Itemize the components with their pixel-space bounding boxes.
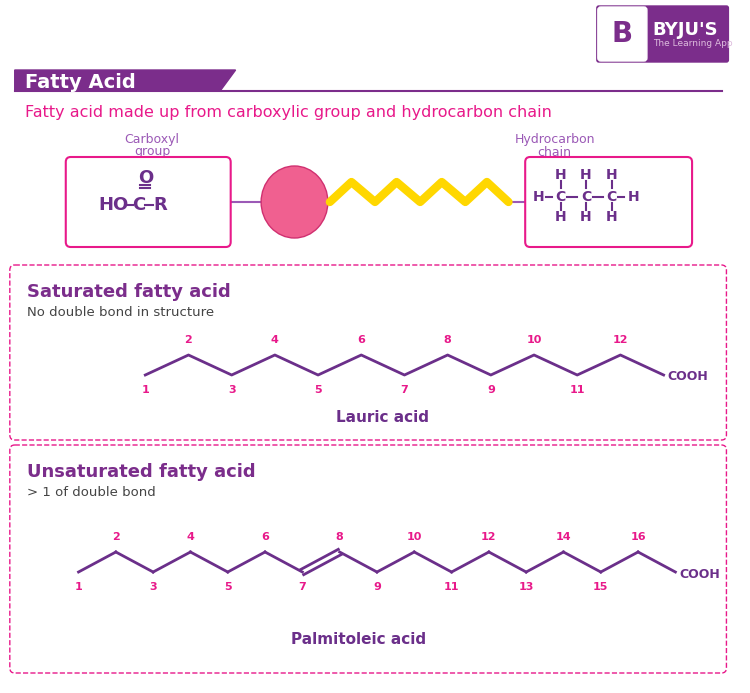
Text: H: H [580,168,592,182]
Text: 13: 13 [518,582,534,592]
Text: 10: 10 [526,335,542,345]
FancyBboxPatch shape [10,445,727,673]
Text: C: C [581,190,591,204]
Text: 10: 10 [406,532,422,542]
Text: > 1 of double bond: > 1 of double bond [28,486,156,498]
Text: 14: 14 [556,532,572,542]
Text: 1: 1 [75,582,82,592]
FancyBboxPatch shape [10,265,727,440]
Text: Fatty Acid: Fatty Acid [25,73,135,92]
Text: 15: 15 [593,582,608,592]
Text: Carboxyl: Carboxyl [124,134,180,146]
Text: H: H [606,210,617,224]
Text: 1: 1 [142,385,149,395]
Text: BYJU'S: BYJU'S [652,21,718,39]
Text: 6: 6 [357,335,365,345]
Text: 4: 4 [187,532,194,542]
Text: B: B [612,20,633,48]
Text: 8: 8 [336,532,344,542]
Text: No double bond in structure: No double bond in structure [28,306,214,319]
Text: group: group [134,146,170,159]
Text: 16: 16 [630,532,646,542]
Text: Hydrocarbon: Hydrocarbon [514,134,595,146]
Text: C: C [607,190,616,204]
Text: O: O [138,169,153,187]
Text: 7: 7 [400,385,408,395]
Text: HO: HO [98,196,128,214]
Text: 3: 3 [228,385,236,395]
Text: H: H [555,168,566,182]
FancyBboxPatch shape [525,157,692,247]
Text: COOH: COOH [668,371,708,383]
Text: 9: 9 [373,582,381,592]
Text: 4: 4 [271,335,279,345]
Text: 12: 12 [481,532,496,542]
Text: The Learning App: The Learning App [652,40,733,49]
Text: 5: 5 [314,385,322,395]
Text: H: H [606,168,617,182]
Polygon shape [15,70,236,90]
Text: 5: 5 [224,582,232,592]
Text: 6: 6 [261,532,269,542]
Text: 11: 11 [569,385,585,395]
Text: Saturated fatty acid: Saturated fatty acid [28,283,231,301]
Text: C: C [556,190,566,204]
Text: Palmitoleic acid: Palmitoleic acid [291,633,426,647]
FancyBboxPatch shape [597,6,728,62]
Text: H: H [580,210,592,224]
FancyBboxPatch shape [66,157,231,247]
Text: Unsaturated fatty acid: Unsaturated fatty acid [28,463,256,481]
Text: Lauric acid: Lauric acid [336,410,429,426]
Text: 7: 7 [298,582,306,592]
Text: 9: 9 [487,385,495,395]
Text: C: C [133,196,146,214]
Text: R: R [153,196,167,214]
Text: 12: 12 [613,335,628,345]
Text: 8: 8 [444,335,452,345]
Text: Fatty acid made up from carboxylic group and hydrocarbon chain: Fatty acid made up from carboxylic group… [25,105,551,121]
Ellipse shape [261,166,328,238]
Text: H: H [555,210,566,224]
Text: COOH: COOH [680,568,720,581]
Text: chain: chain [538,146,572,159]
Text: 11: 11 [444,582,459,592]
Text: 2: 2 [112,532,120,542]
Text: 3: 3 [149,582,157,592]
Text: H: H [533,190,544,204]
Text: H: H [627,190,639,204]
Text: 2: 2 [184,335,192,345]
FancyBboxPatch shape [598,7,647,61]
